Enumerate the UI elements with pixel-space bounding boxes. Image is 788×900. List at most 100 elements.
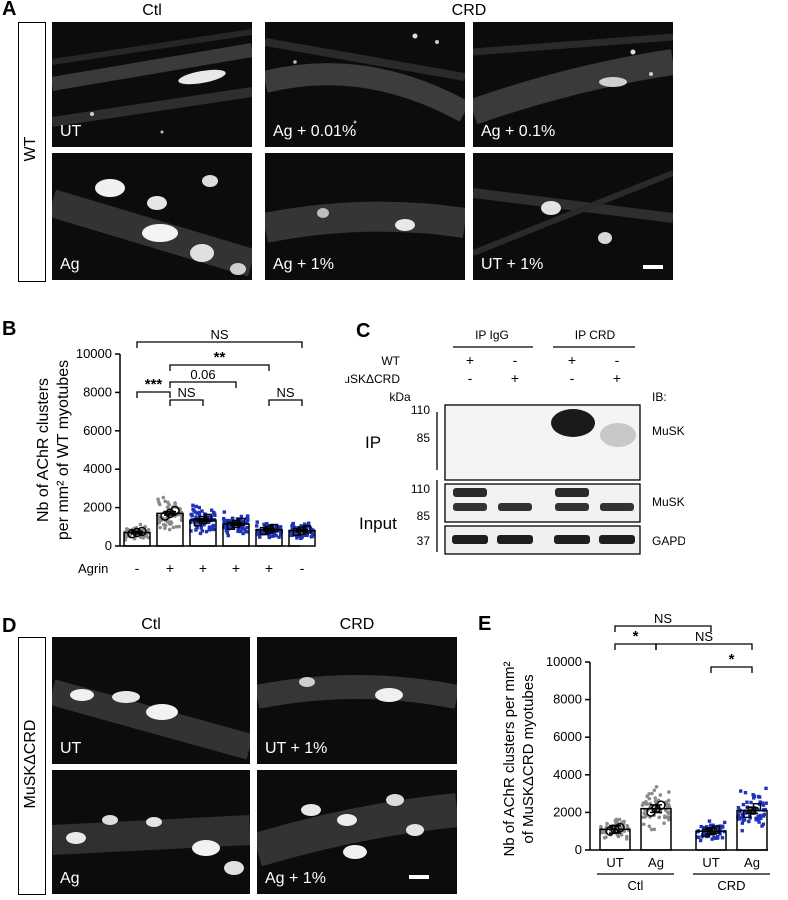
data-point xyxy=(695,835,699,839)
data-point xyxy=(177,524,181,529)
sig-p006-label: 0.06 xyxy=(190,367,215,382)
micrograph-a5-label: Ag + 1% xyxy=(273,256,334,273)
gapdh-band xyxy=(554,535,590,544)
x-tick-label: UT xyxy=(606,855,623,870)
data-point xyxy=(195,511,199,515)
data-point xyxy=(226,524,231,529)
data-point xyxy=(743,811,748,815)
data-point xyxy=(194,515,198,519)
micrograph-d2: UT + 1% xyxy=(257,637,457,764)
agrin-sign: - xyxy=(135,560,140,576)
replicate-marker xyxy=(137,526,147,537)
ip-section-label: IP xyxy=(365,433,381,452)
data-point xyxy=(614,817,619,822)
data-point xyxy=(653,799,658,804)
data-point xyxy=(762,812,766,817)
data-point xyxy=(754,818,758,822)
panel-a-letter: A xyxy=(2,0,17,20)
data-point xyxy=(190,514,194,518)
input-band-lower xyxy=(453,503,487,511)
sig-e-star-left-label: * xyxy=(633,628,639,645)
data-point xyxy=(722,820,727,825)
data-point xyxy=(224,520,229,524)
data-point xyxy=(238,529,242,534)
data-point xyxy=(163,526,167,531)
sig-e-ns-top-bracket xyxy=(614,625,712,632)
data-point xyxy=(222,510,227,514)
data-point xyxy=(242,527,246,531)
data-point xyxy=(302,533,307,538)
wt-sign: + xyxy=(466,352,474,368)
data-point xyxy=(211,523,216,528)
data-point xyxy=(666,798,671,803)
data-point xyxy=(617,817,622,822)
musk-sign: + xyxy=(613,370,621,386)
y-tick-label: 10000 xyxy=(76,346,112,361)
micrograph-a1-label: UT xyxy=(60,123,82,140)
data-point xyxy=(198,531,203,536)
data-point xyxy=(740,821,745,825)
data-point xyxy=(171,525,176,530)
y-tick-label: 2000 xyxy=(83,500,112,515)
micrograph-a5-texture xyxy=(265,201,465,243)
wt-row-label: WT xyxy=(381,354,400,368)
replicate-marker xyxy=(160,511,170,521)
sig-e-star-right-label: * xyxy=(729,651,735,668)
data-point xyxy=(764,801,768,805)
ip-crd-label: IP CRD xyxy=(575,328,616,342)
ip-blot-label: MuSK xyxy=(652,424,685,438)
data-point xyxy=(156,497,160,502)
micrograph-a2-texture xyxy=(265,33,465,124)
data-point xyxy=(667,805,672,809)
data-point xyxy=(745,800,749,804)
data-point xyxy=(224,523,229,528)
data-point xyxy=(290,533,295,537)
micrograph-a2: Ag + 0.01% xyxy=(265,22,465,147)
data-point xyxy=(262,522,266,527)
data-point xyxy=(644,814,648,818)
data-point xyxy=(306,525,311,529)
micrograph-d3-label: Ag xyxy=(60,870,80,887)
data-point xyxy=(204,529,209,534)
micrograph-a3-label: Ag + 0.1% xyxy=(481,123,556,140)
replicate-marker xyxy=(656,800,666,810)
y-tick-label: 0 xyxy=(575,842,582,857)
data-point xyxy=(715,834,720,839)
data-point xyxy=(640,803,645,807)
data-point xyxy=(624,834,629,839)
data-point xyxy=(227,519,232,523)
x-tick-label: Ag xyxy=(744,855,760,870)
data-point xyxy=(647,824,652,829)
data-point xyxy=(267,532,271,537)
data-point xyxy=(146,527,151,532)
replicate-marker xyxy=(198,515,208,525)
micrograph-a5: Ag + 1% xyxy=(265,153,465,280)
data-point xyxy=(245,525,249,530)
data-point xyxy=(213,513,217,517)
replicate-marker xyxy=(610,824,620,835)
ip-marker-110: 110 xyxy=(411,403,430,417)
scale-bar-d xyxy=(409,875,429,879)
data-point xyxy=(255,524,259,528)
replicate-marker xyxy=(701,828,711,837)
data-point xyxy=(194,504,199,509)
gapdh-band xyxy=(452,535,488,544)
micrograph-a3: Ag + 0.1% xyxy=(473,22,673,147)
data-point xyxy=(747,819,751,824)
ip-band-weak xyxy=(600,423,636,447)
sig-double-star-label: ** xyxy=(214,349,226,366)
data-point xyxy=(256,532,261,537)
data-point xyxy=(197,510,202,515)
micrograph-d3-texture xyxy=(52,815,250,875)
data-point xyxy=(191,503,195,507)
data-point xyxy=(274,527,278,531)
data-point xyxy=(292,525,296,529)
data-point xyxy=(209,508,214,512)
data-point xyxy=(605,821,609,826)
data-point xyxy=(166,500,170,505)
micrograph-d2-label: UT + 1% xyxy=(265,740,328,757)
data-point xyxy=(736,805,741,810)
data-point xyxy=(161,522,166,527)
panel-b-letter: B xyxy=(2,318,17,340)
data-point xyxy=(654,785,659,789)
